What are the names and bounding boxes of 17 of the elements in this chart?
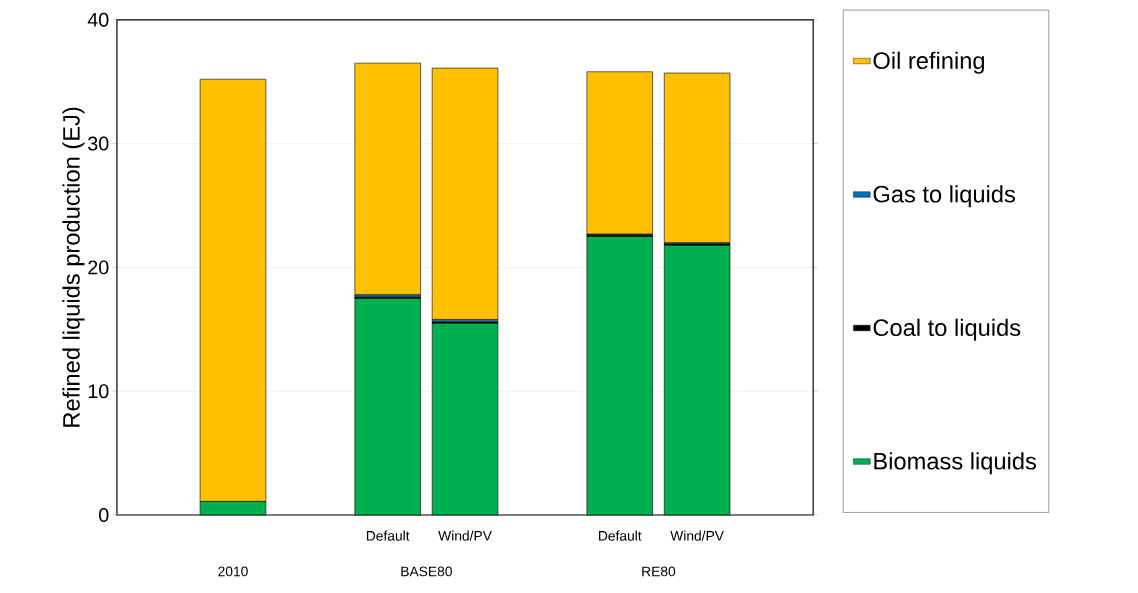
legend-label: Coal to liquids <box>873 318 1021 341</box>
text: BASE80 <box>401 566 452 577</box>
y-axis-title: Refined liquids production (EJ) <box>62 107 85 427</box>
text: 2010 <box>218 566 248 577</box>
legend-label: Biomass liquids <box>874 452 1036 475</box>
x-tick-label: Default <box>366 530 410 541</box>
x-tick-label: Wind/PV <box>438 530 492 541</box>
y-tick-label: 40 <box>87 12 109 27</box>
y-tick-label: 20 <box>88 260 109 275</box>
text: RE80 <box>642 566 676 577</box>
y-tick-label: 10 <box>88 384 109 399</box>
y-tick-label: 0 <box>99 507 109 522</box>
y-tick-label: 30 <box>88 136 109 151</box>
x-tick-label: Wind/PV <box>670 530 724 541</box>
legend-label: Oil refining <box>873 51 985 74</box>
legend-label: Gas to liquids <box>873 185 1015 208</box>
x-tick-label: Default <box>599 530 642 541</box>
